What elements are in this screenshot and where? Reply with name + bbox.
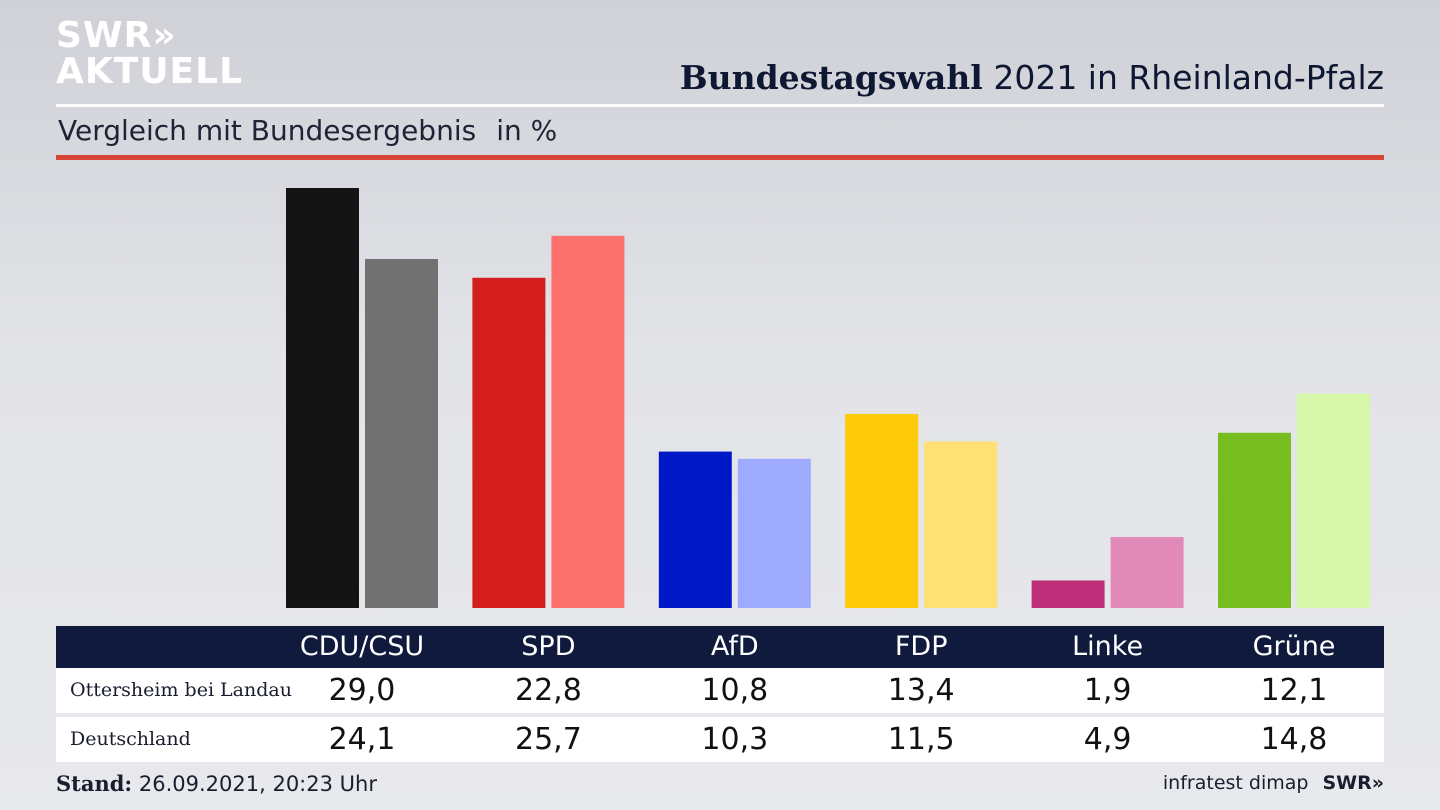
logo-line2: AKTUELL <box>56 51 244 92</box>
value-afd-deutschland: 10,3 <box>701 722 769 757</box>
bar-cdu-csu-ottersheim <box>286 188 359 608</box>
value-linke-ottersheim: 1,9 <box>1083 673 1132 708</box>
bar-spd-ottersheim <box>472 277 546 608</box>
timestamp: Stand: 26.09.2021, 20:23 Uhr <box>56 771 377 796</box>
value-cdu-csu-deutschland: 24,1 <box>328 722 396 757</box>
column-header-cdu-csu: CDU/CSU <box>299 631 425 662</box>
unit-label: in % <box>496 114 558 147</box>
subtitle-text: Vergleich mit Bundesergebnis <box>58 114 477 147</box>
stand-value: 26.09.2021, 20:23 Uhr <box>138 772 377 796</box>
table-header-row: CDU/CSU SPD AfD FDP Linke Grüne <box>56 626 1384 668</box>
bar-fdp-ottersheim <box>845 413 919 608</box>
bar-linke-deutschland <box>1110 537 1184 608</box>
accent-divider <box>56 155 1384 160</box>
row-label-ottersheim: Ottersheim bei Landau <box>70 679 292 701</box>
value-fdp-deutschland: 11,5 <box>887 722 955 757</box>
bar-chart <box>286 188 1370 609</box>
column-header-spd: SPD <box>521 631 576 662</box>
chart-subtitle: Vergleich mit Bundesergebnis in % <box>58 114 557 147</box>
row-label-deutschland: Deutschland <box>70 728 191 750</box>
page-title: Bundestagswahl 2021 in Rheinland-Pfalz <box>680 58 1384 97</box>
column-header-gr-ne: Grüne <box>1252 631 1336 662</box>
column-header-linke: Linke <box>1072 631 1144 662</box>
bar-spd-deutschland <box>551 235 625 609</box>
swr-aktuell-logo: SWR» AKTUELL <box>56 18 243 90</box>
title-rest: 2021 in Rheinland-Pfalz <box>993 58 1384 97</box>
bar-fdp-deutschland <box>924 441 998 608</box>
source-text: infratest dimap <box>1162 772 1309 794</box>
logo-line1: SWR <box>56 15 153 56</box>
stand-label: Stand: <box>56 771 133 796</box>
column-header-afd: AfD <box>710 631 759 662</box>
bar-afd-ottersheim <box>658 451 732 608</box>
value-spd-ottersheim: 22,8 <box>514 673 582 708</box>
table-row-deutschland: Deutschland 24,1 25,7 10,3 11,5 4,9 14,8 <box>56 717 1384 762</box>
source-credit: infratest dimap SWR» <box>1163 772 1384 794</box>
bar-afd-deutschland <box>737 458 811 608</box>
bar-group <box>286 188 1370 609</box>
title-bold: Bundestagswahl <box>679 58 983 97</box>
swr-brand-mark: SWR» <box>1322 772 1384 794</box>
value-afd-ottersheim: 10,8 <box>701 673 769 708</box>
value-cdu-csu-ottersheim: 29,0 <box>328 673 396 708</box>
value-spd-deutschland: 25,7 <box>514 722 582 757</box>
logo-arrows: » <box>152 15 177 56</box>
results-table: CDU/CSU SPD AfD FDP Linke Grüne Ottersheim be… <box>56 626 1384 762</box>
table-row-ottersheim: Ottersheim bei Landau 29,0 22,8 10,8 13,4 1,… <box>56 668 1384 713</box>
value-linke-deutschland: 4,9 <box>1083 722 1132 757</box>
value-gr-ne-deutschland: 14,8 <box>1260 722 1328 757</box>
bar-gr-ne-ottersheim <box>1218 432 1291 608</box>
value-fdp-ottersheim: 13,4 <box>887 673 955 708</box>
column-header-fdp: FDP <box>894 631 948 662</box>
bar-gr-ne-deutschland <box>1297 393 1370 608</box>
bar-cdu-csu-deutschland <box>365 258 438 608</box>
title-divider <box>56 104 1384 107</box>
bar-linke-ottersheim <box>1031 580 1105 608</box>
value-gr-ne-ottersheim: 12,1 <box>1260 673 1328 708</box>
